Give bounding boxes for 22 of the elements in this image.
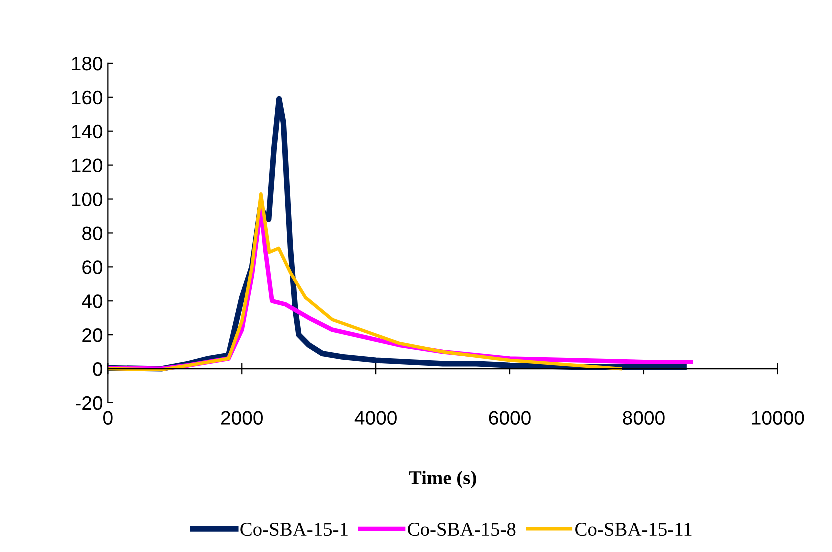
x-tick-label: 2000 (221, 411, 263, 425)
y-tick-label: 160 (72, 90, 103, 105)
x-axis-title: Time (s) (409, 470, 476, 488)
x-tick-label: 10000 (752, 411, 804, 425)
x-tick-label: 4000 (354, 411, 397, 425)
y-tick-label: 140 (72, 124, 103, 139)
y-tick-label: 80 (82, 226, 103, 240)
y-tick-label: 60 (82, 260, 103, 274)
y-tick-label: 100 (72, 192, 103, 207)
y-tick-label: 20 (82, 328, 103, 342)
legend-label: Co-SBA-15-8 (408, 522, 516, 536)
x-tick-label: 0 (104, 411, 113, 425)
y-tick-label: 0 (93, 362, 103, 376)
x-tick-label: 6000 (489, 411, 531, 425)
legend-label: Co-SBA-15-11 (576, 523, 692, 536)
y-tick-label: 180 (72, 56, 103, 71)
y-tick-label: 120 (72, 158, 103, 173)
legend-label: Co-SBA-15-1 (240, 523, 348, 536)
y-tick-label: -20 (76, 396, 103, 410)
x-tick-label: 8000 (623, 411, 665, 425)
y-tick-label: 40 (82, 294, 103, 308)
line-series (108, 192, 622, 372)
